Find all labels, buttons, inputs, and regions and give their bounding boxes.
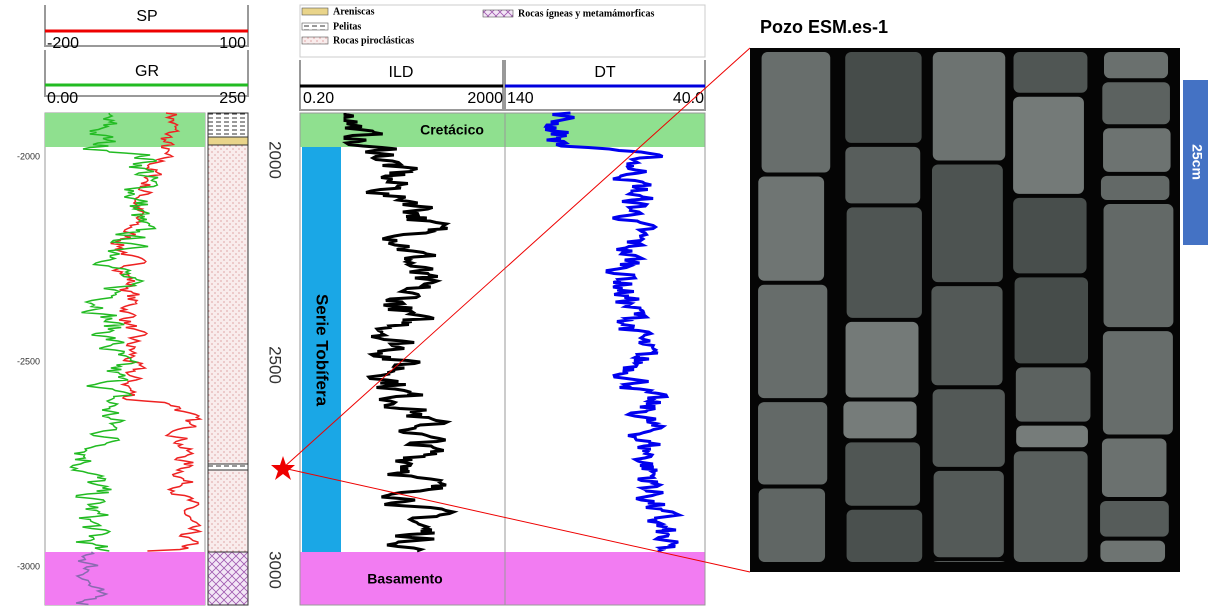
core-piece xyxy=(933,52,1005,161)
legend-label: Areniscas xyxy=(333,6,375,17)
zone-band xyxy=(45,552,205,605)
core-piece xyxy=(1104,204,1174,327)
core-piece xyxy=(759,489,825,562)
core-piece xyxy=(1102,438,1167,496)
core-piece xyxy=(845,52,921,143)
core-piece xyxy=(1100,541,1165,562)
core-piece xyxy=(1103,331,1173,434)
depth-label: 2500 xyxy=(266,346,285,384)
core-piece xyxy=(758,402,827,484)
lithology xyxy=(208,113,248,605)
lithology xyxy=(208,464,248,470)
gr-min: 0.00 xyxy=(47,90,78,107)
core-piece xyxy=(847,510,923,562)
gr-max: 250 xyxy=(219,90,246,107)
log-curve xyxy=(545,113,679,551)
ild-max: 2000 xyxy=(467,90,503,107)
core-piece xyxy=(847,207,922,318)
core-piece xyxy=(1014,52,1088,93)
core-piece xyxy=(934,471,1004,557)
core-piece xyxy=(846,322,919,398)
zone-label: Cretácico xyxy=(420,122,484,138)
depth-label: -2500 xyxy=(17,356,40,366)
legend-label: Rocas piroclásticas xyxy=(333,35,414,46)
core-piece xyxy=(1013,198,1086,274)
depth-label: 2000 xyxy=(266,141,285,179)
core-piece xyxy=(1014,451,1088,562)
zone-band xyxy=(45,113,205,147)
core-title: Pozo ESM.es-1 xyxy=(760,17,888,37)
zone-label: Basamento xyxy=(367,571,442,587)
core-piece xyxy=(1016,426,1088,448)
core-piece xyxy=(1103,128,1171,172)
core-piece xyxy=(762,52,831,172)
core-piece xyxy=(758,285,827,398)
core-piece xyxy=(843,402,916,439)
core-piece xyxy=(934,561,1005,562)
core-piece xyxy=(931,286,1002,385)
core-piece xyxy=(1016,367,1091,421)
scale-label: 25cm xyxy=(1189,144,1205,180)
legend-swatch xyxy=(302,37,328,44)
core-piece xyxy=(1100,501,1169,537)
ild-min: 0.20 xyxy=(303,90,334,107)
depth-label: -2000 xyxy=(17,151,40,161)
dt-label: DT xyxy=(594,64,616,81)
core-piece xyxy=(758,176,824,280)
legend-label: Pelitas xyxy=(333,21,361,32)
core-piece xyxy=(1015,277,1088,363)
zone-band xyxy=(300,552,705,605)
sp-label: SP xyxy=(136,8,157,25)
zone-label: Serie Tobífera xyxy=(313,294,332,407)
lithology xyxy=(208,113,248,137)
figure: SP -200 100 GR 0.00 250 ILD 0.20 2000 DT… xyxy=(0,0,1208,607)
core-piece xyxy=(845,442,920,505)
depth-label: -3000 xyxy=(17,561,40,571)
ild-label: ILD xyxy=(389,64,414,81)
core-piece xyxy=(1013,97,1084,194)
core-piece xyxy=(1102,82,1170,124)
core-piece xyxy=(1104,52,1168,78)
core-piece xyxy=(933,389,1005,467)
dt-min: 140 xyxy=(507,90,534,107)
core-piece xyxy=(932,165,1003,283)
lithology xyxy=(208,137,248,145)
legend-label: Rocas ígneas y metamámorficas xyxy=(518,8,654,19)
sample-star xyxy=(271,456,295,480)
legend-swatch xyxy=(483,10,513,17)
depth-label: 3000 xyxy=(266,551,285,589)
sp-min: -200 xyxy=(47,35,79,52)
legend-swatch xyxy=(302,8,328,15)
gr-label: GR xyxy=(135,63,159,80)
core-piece xyxy=(845,147,920,203)
dt-max: 40.0 xyxy=(673,90,704,107)
legend-swatch xyxy=(302,23,328,30)
core-piece xyxy=(1101,176,1169,200)
lithology xyxy=(208,552,248,605)
sp-max: 100 xyxy=(219,35,246,52)
